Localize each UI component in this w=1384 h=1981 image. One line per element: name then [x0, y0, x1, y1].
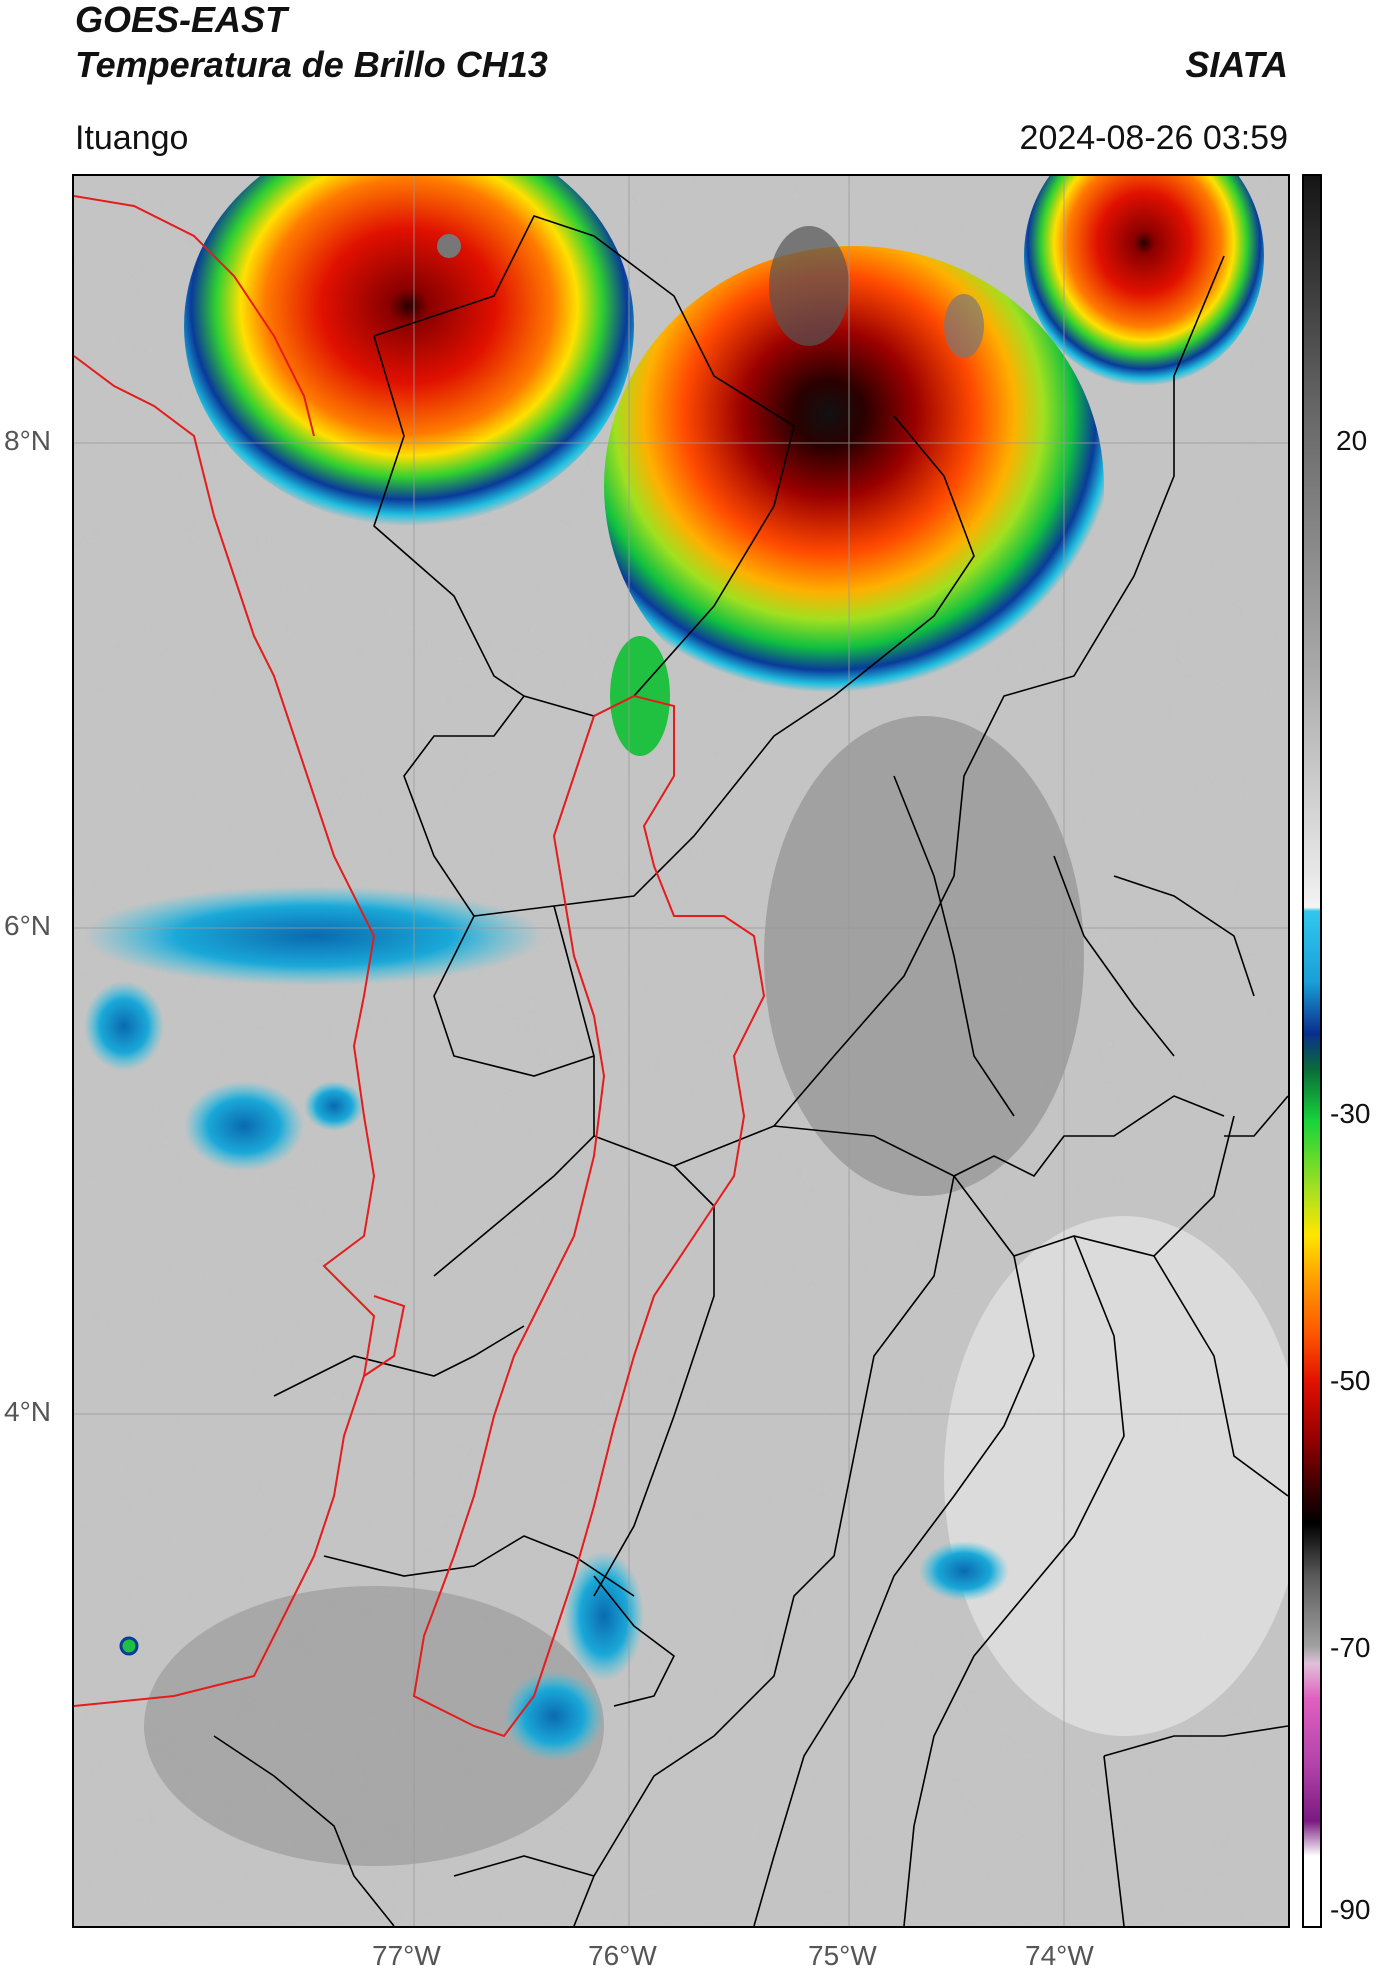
lon-label-74w: 74°W	[1025, 1940, 1094, 1971]
overshooting-top-2	[769, 226, 849, 346]
lat-label-6n: 6°N	[4, 910, 51, 941]
red-boundaries	[74, 195, 766, 1738]
colorbar-label-20: 20	[1336, 425, 1368, 456]
lon-label-76w: 76°W	[588, 1940, 657, 1971]
overshooting-top-1	[437, 234, 461, 258]
storm-cell-north	[604, 246, 1104, 726]
satellite-title: GOES-EAST	[75, 0, 288, 40]
storm-cell-northeast	[1024, 176, 1264, 386]
lat-label-8n: 8°N	[4, 425, 51, 456]
lat-label-4n: 4°N	[4, 1396, 51, 1427]
overshooting-top-3	[944, 294, 984, 358]
lon-label-77w: 77°W	[372, 1940, 441, 1971]
temperature-colorbar	[1302, 174, 1322, 1928]
colorbar-label-minus50: -50	[1330, 1365, 1371, 1396]
tiny-cell	[119, 1636, 139, 1656]
colorbar-label-minus90: -90	[1330, 1894, 1371, 1925]
agency-label: SIATA	[1185, 44, 1288, 85]
cyan-cell-2	[84, 981, 164, 1071]
cyan-band-west	[84, 886, 544, 986]
department-boundaries	[213, 215, 1288, 1926]
graticule	[74, 176, 1288, 1926]
cyan-cell-3	[304, 1081, 364, 1131]
dark-gray-area	[764, 716, 1084, 1196]
colorbar-label-minus30: -30	[1330, 1098, 1371, 1129]
location-label: Ituango	[75, 119, 189, 157]
product-title: Temperatura de Brillo CH13	[75, 44, 548, 85]
satellite-map[interactable]	[72, 174, 1290, 1928]
datetime-label: 2024-08-26 03:59	[1019, 119, 1288, 157]
cyan-cell-south-2	[504, 1671, 604, 1761]
colorbar-label-minus70: -70	[1330, 1632, 1371, 1663]
small-cell-green	[610, 636, 670, 756]
bright-area-east	[944, 1216, 1288, 1736]
storm-cell-northwest	[184, 176, 634, 526]
cyan-cell-south-1	[564, 1551, 644, 1681]
cyan-cell-1	[184, 1081, 304, 1171]
cyan-cell-east	[919, 1541, 1009, 1601]
lon-label-75w: 75°W	[808, 1940, 877, 1971]
dark-gray-area-south	[144, 1586, 604, 1866]
map-svg	[74, 176, 1288, 1926]
